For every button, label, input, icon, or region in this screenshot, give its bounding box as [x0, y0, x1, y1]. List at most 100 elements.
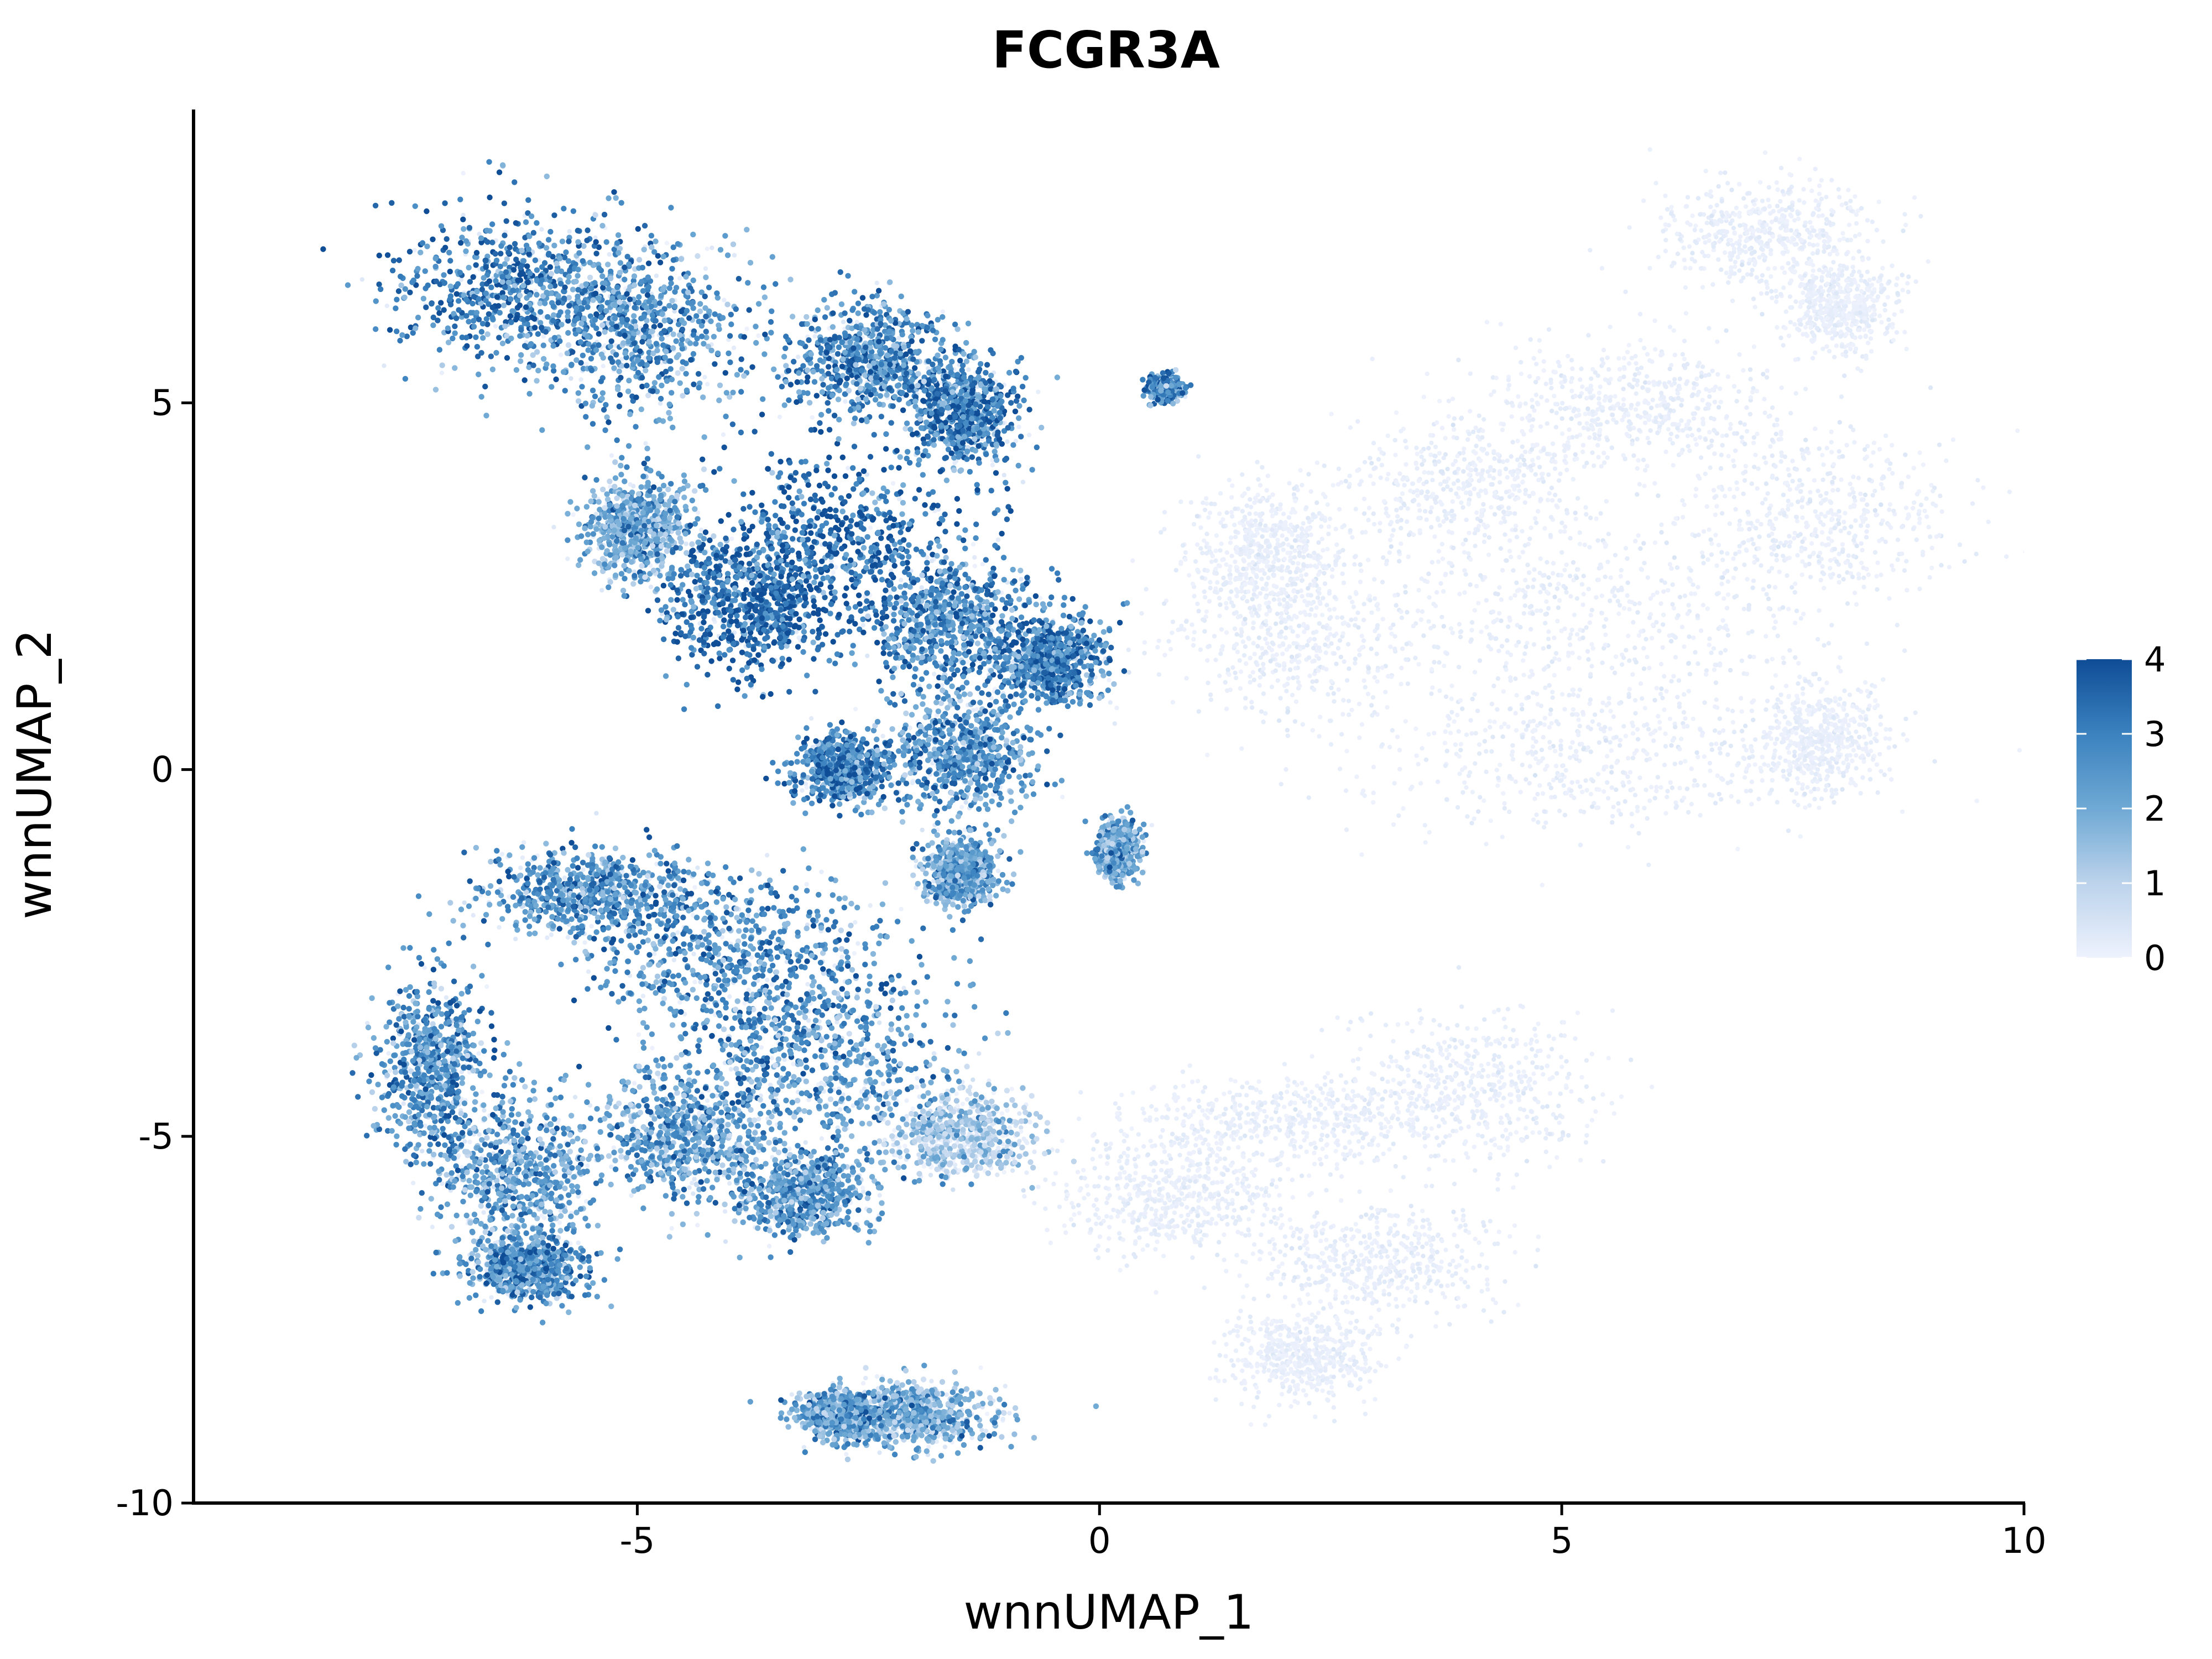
cell-point	[1689, 432, 1695, 438]
cell-point	[1603, 377, 1608, 382]
cell-point	[1579, 366, 1584, 372]
cell-point	[1700, 285, 1705, 290]
cell-point	[1828, 321, 1834, 326]
cell-point	[1709, 221, 1714, 226]
cell-point	[1779, 385, 1784, 390]
cell-point	[1635, 367, 1640, 372]
cell-point	[1798, 304, 1803, 309]
cell-point	[1917, 516, 1922, 521]
cell-point	[1542, 526, 1547, 531]
cell-point	[1750, 251, 1755, 255]
cell-point	[1853, 335, 1858, 340]
cell-point	[1598, 511, 1603, 516]
cell-point	[1719, 550, 1724, 555]
cell-point	[2023, 550, 2024, 554]
cell-point	[1843, 349, 1849, 354]
cell-point	[1712, 451, 1717, 456]
cell-point	[1839, 299, 1844, 304]
cell-point	[1384, 506, 1389, 511]
cell-point	[1437, 399, 1442, 404]
cell-point	[1902, 330, 1907, 335]
cell-point	[1478, 458, 1483, 463]
cell-point	[1752, 260, 1757, 265]
cell-point	[1860, 547, 1865, 553]
cell-point	[1757, 279, 1762, 284]
cell-point	[1550, 409, 1554, 414]
cell-point	[489, 1295, 494, 1300]
cell-point	[1529, 447, 1535, 452]
cell-point	[1838, 307, 1843, 312]
cell-point	[1868, 336, 1874, 341]
cell-point	[1547, 491, 1552, 496]
cell-point	[965, 659, 970, 665]
cell-point	[1906, 289, 1911, 295]
cell-point	[1522, 462, 1527, 467]
cell-point	[1492, 456, 1497, 461]
cell-point	[1378, 475, 1383, 481]
cell-point	[1408, 488, 1413, 493]
cell-point	[1469, 467, 1474, 473]
cell-point	[1625, 349, 1630, 354]
cell-point	[1770, 405, 1775, 410]
cell-point	[607, 252, 612, 257]
cell-point	[1589, 418, 1595, 423]
cell-point	[1799, 572, 1804, 577]
cell-point	[1543, 382, 1548, 387]
cell-point	[1699, 550, 1705, 555]
cell-point	[1900, 288, 1905, 293]
cell-point	[1903, 222, 1908, 228]
cell-point	[1438, 499, 1443, 504]
cell-point	[1519, 453, 1525, 458]
cell-point	[1417, 508, 1422, 513]
cell-point	[1780, 213, 1785, 218]
cell-point	[1712, 416, 1717, 422]
cell-point	[1399, 541, 1404, 546]
cell-point	[1896, 299, 1901, 304]
cell-point	[1639, 366, 1644, 371]
cell-point	[1820, 346, 1825, 351]
cell-point	[963, 800, 968, 805]
cell-point	[640, 993, 646, 999]
cell-point	[1741, 540, 1746, 545]
cell-point	[1787, 172, 1792, 177]
cell-point	[1636, 458, 1641, 463]
cell-point	[1775, 422, 1780, 427]
cell-point	[1825, 234, 1830, 239]
cell-point	[1738, 420, 1743, 425]
cell-point	[1726, 453, 1731, 458]
cell-point	[1660, 352, 1665, 357]
cell-point	[1640, 385, 1645, 390]
cell-point	[1661, 228, 1666, 234]
cell-point	[1855, 286, 1860, 292]
cell-point	[1768, 251, 1773, 257]
cell-point	[1773, 431, 1778, 436]
cell-point	[1769, 566, 1775, 571]
cell-point	[1912, 500, 1917, 505]
cell-point	[1801, 456, 1807, 461]
cell-point	[677, 1000, 682, 1005]
cell-point	[1922, 508, 1927, 514]
cell-point	[1828, 508, 1834, 513]
cell-point	[1584, 512, 1589, 517]
cell-point	[1752, 209, 1758, 215]
cell-point	[1646, 417, 1652, 422]
cell-point	[1709, 439, 1714, 444]
cell-point	[1716, 184, 1721, 189]
cell-point	[1747, 367, 1753, 372]
cell-point	[539, 227, 544, 232]
cell-point	[565, 556, 570, 561]
cell-point	[1626, 361, 1632, 366]
cell-point	[1581, 425, 1586, 431]
cell-point	[1712, 209, 1717, 214]
cell-point	[1771, 208, 1776, 214]
cell-point	[1528, 525, 1533, 530]
cell-point	[1744, 405, 1749, 410]
cell-point	[1571, 477, 1575, 482]
cell-point	[1881, 239, 1886, 244]
cell-point	[1573, 393, 1578, 399]
cell-point	[1788, 411, 1793, 416]
cell-point	[1816, 288, 1821, 294]
cell-point	[1974, 551, 1979, 556]
cell-point	[1635, 378, 1640, 383]
cell-point	[1921, 462, 1926, 467]
